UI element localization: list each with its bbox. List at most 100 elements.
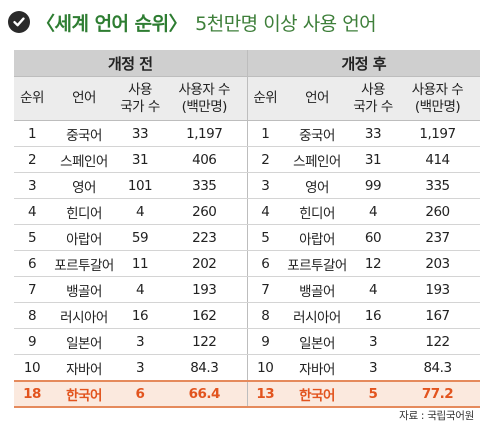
cell-language-before: 자바어 (50, 354, 118, 382)
cell-speakers-before: 202 (162, 250, 247, 277)
cell-rank-after: 8 (246, 302, 283, 329)
table-row: 7 뱅골어 4 193 7 뱅골어 4 193 (14, 276, 480, 303)
cell-language-before: 영어 (50, 172, 118, 199)
cell-countries-after: 99 (351, 172, 395, 199)
cell-language-after: 러시아어 (283, 302, 351, 329)
cell-language-after: 스페인어 (283, 146, 351, 173)
page-title: 〈세계 언어 순위〉 (36, 12, 188, 35)
title-row: 〈세계 언어 순위〉 5천만명 이상 사용 언어 (8, 6, 377, 38)
cell-rank-before: 9 (14, 328, 50, 355)
cell-rank-before: 1 (14, 120, 50, 147)
cell-language-after: 뱅골어 (283, 276, 351, 303)
cell-speakers-after: 237 (395, 224, 480, 251)
col-language-before: 언어 (50, 76, 118, 121)
cell-rank-before: 8 (14, 302, 50, 329)
cell-countries-after: 60 (351, 224, 395, 251)
cell-countries-after: 4 (351, 276, 395, 303)
cell-language-before: 뱅골어 (50, 276, 118, 303)
check-circle-icon (8, 11, 30, 33)
language-ranking-table: 개정 전 개정 후 순위 언어 사용 국가 수 사용자 수 (백만명) 순위 언… (14, 50, 480, 408)
cell-speakers-after: 167 (395, 302, 480, 329)
cell-countries-after: 3 (351, 354, 395, 382)
cell-speakers-before: 193 (162, 276, 247, 303)
table-row: 8 러시아어 16 162 8 러시아어 16 167 (14, 302, 480, 329)
cell-countries-before: 59 (118, 224, 162, 251)
cell-speakers-before: 66.4 (162, 380, 247, 408)
col-language-after: 언어 (283, 76, 351, 121)
table-row: 2 스페인어 31 406 2 스페인어 31 414 (14, 146, 480, 173)
cell-countries-before: 33 (118, 120, 162, 147)
korea-highlight-row: 18 한국어 6 66.4 13 한국어 5 77.2 (14, 380, 480, 408)
cell-rank-before: 6 (14, 250, 50, 277)
cell-countries-after: 5 (351, 380, 395, 408)
cell-rank-after: 6 (246, 250, 283, 277)
table-row: 1 중국어 33 1,197 1 중국어 33 1,197 (14, 120, 480, 147)
cell-language-before: 러시아어 (50, 302, 118, 329)
col-countries-before: 사용 국가 수 (118, 76, 162, 121)
table-body: 1 중국어 33 1,197 1 중국어 33 1,197 2 스페인어 31 406 2 스페인어 31 4… (14, 120, 480, 408)
table-row: 6 포르투갈어 11 202 6 포르투갈어 12 203 (14, 250, 480, 277)
cell-language-before: 힌디어 (50, 198, 118, 225)
cell-speakers-after: 193 (395, 276, 480, 303)
cell-countries-before: 3 (118, 328, 162, 355)
cell-language-before: 일본어 (50, 328, 118, 355)
cell-speakers-after: 414 (395, 146, 480, 173)
cell-countries-before: 11 (118, 250, 162, 277)
cell-speakers-after: 335 (395, 172, 480, 199)
table-row: 3 영어 101 335 3 영어 99 335 (14, 172, 480, 199)
cell-rank-before: 2 (14, 146, 50, 173)
group-header-row: 개정 전 개정 후 (14, 50, 480, 77)
cell-countries-before: 6 (118, 380, 162, 408)
cell-speakers-before: 162 (162, 302, 247, 329)
col-speakers-before: 사용자 수 (백만명) (162, 76, 247, 121)
cell-speakers-after: 77.2 (395, 380, 480, 408)
cell-rank-before: 18 (14, 380, 50, 408)
cell-countries-before: 3 (118, 354, 162, 382)
col-speakers-after: 사용자 수 (백만명) (395, 76, 480, 121)
cell-language-after: 힌디어 (283, 198, 351, 225)
cell-countries-before: 4 (118, 198, 162, 225)
cell-speakers-after: 84.3 (395, 354, 480, 382)
table-row: 5 아랍어 59 223 5 아랍어 60 237 (14, 224, 480, 251)
cell-countries-before: 31 (118, 146, 162, 173)
cell-rank-before: 5 (14, 224, 50, 251)
cell-countries-before: 101 (118, 172, 162, 199)
cell-countries-after: 3 (351, 328, 395, 355)
cell-rank-before: 3 (14, 172, 50, 199)
cell-countries-before: 16 (118, 302, 162, 329)
cell-speakers-after: 260 (395, 198, 480, 225)
col-rank-before: 순위 (14, 76, 50, 121)
cell-rank-after: 3 (246, 172, 283, 199)
cell-rank-before: 7 (14, 276, 50, 303)
cell-speakers-before: 335 (162, 172, 247, 199)
cell-language-after: 중국어 (283, 120, 351, 147)
source-note: 자료 : 국립국어원 (399, 410, 474, 422)
cell-countries-after: 33 (351, 120, 395, 147)
page-subtitle: 5천만명 이상 사용 언어 (195, 12, 377, 35)
cell-speakers-before: 223 (162, 224, 247, 251)
cell-language-after: 자바어 (283, 354, 351, 382)
cell-speakers-before: 406 (162, 146, 247, 173)
group-before-header: 개정 전 (14, 50, 247, 77)
cell-rank-before: 10 (14, 354, 50, 382)
cell-speakers-after: 122 (395, 328, 480, 355)
cell-rank-after: 1 (246, 120, 283, 147)
table-row: 9 일본어 3 122 9 일본어 3 122 (14, 328, 480, 355)
col-rank-after: 순위 (246, 76, 283, 121)
cell-rank-after: 9 (246, 328, 283, 355)
cell-countries-after: 4 (351, 198, 395, 225)
cell-rank-after: 2 (246, 146, 283, 173)
cell-countries-after: 31 (351, 146, 395, 173)
cell-rank-before: 4 (14, 198, 50, 225)
cell-rank-after: 4 (246, 198, 283, 225)
cell-language-after: 포르투갈어 (283, 250, 351, 277)
cell-language-after: 아랍어 (283, 224, 351, 251)
cell-language-before: 포르투갈어 (50, 250, 118, 277)
cell-language-after: 일본어 (283, 328, 351, 355)
cell-speakers-before: 122 (162, 328, 247, 355)
cell-rank-after: 7 (246, 276, 283, 303)
cell-language-before: 스페인어 (50, 146, 118, 173)
column-header-row: 순위 언어 사용 국가 수 사용자 수 (백만명) 순위 언어 사용 국가 수 … (14, 76, 480, 121)
cell-countries-after: 12 (351, 250, 395, 277)
col-countries-after: 사용 국가 수 (351, 76, 395, 121)
